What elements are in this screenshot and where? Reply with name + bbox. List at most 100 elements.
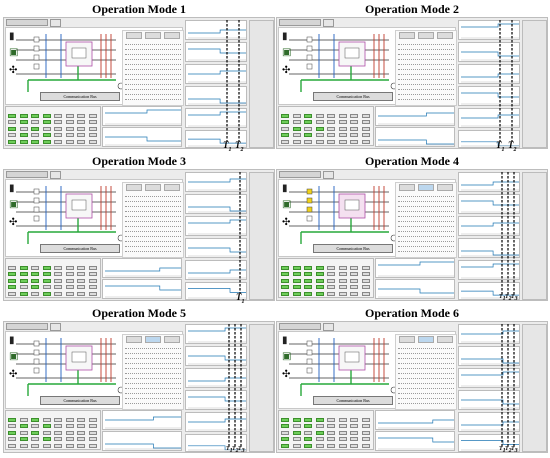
status-cell[interactable] bbox=[304, 437, 312, 442]
status-cell[interactable] bbox=[281, 272, 289, 277]
status-cell[interactable] bbox=[315, 278, 324, 283]
toolbar-button[interactable] bbox=[6, 323, 48, 330]
setting-row[interactable] bbox=[398, 350, 454, 354]
status-cell[interactable] bbox=[315, 126, 324, 131]
status-cell[interactable] bbox=[19, 126, 28, 131]
setting-row[interactable] bbox=[125, 355, 181, 359]
status-cell[interactable] bbox=[292, 424, 301, 429]
status-cell[interactable] bbox=[77, 443, 85, 448]
status-cell[interactable] bbox=[350, 114, 358, 118]
status-cell[interactable] bbox=[327, 266, 335, 270]
control-tab[interactable] bbox=[399, 184, 415, 191]
status-cell[interactable] bbox=[304, 291, 312, 296]
status-cell[interactable] bbox=[19, 120, 28, 125]
status-cell[interactable] bbox=[77, 285, 85, 290]
setting-row[interactable] bbox=[125, 198, 181, 202]
status-cell[interactable] bbox=[361, 272, 370, 277]
breaker-switch[interactable] bbox=[306, 63, 313, 70]
status-cell[interactable] bbox=[327, 443, 335, 448]
setting-row[interactable] bbox=[125, 76, 181, 80]
status-cell[interactable] bbox=[350, 430, 358, 435]
status-cell[interactable] bbox=[338, 120, 347, 125]
status-cell[interactable] bbox=[31, 418, 39, 422]
status-cell[interactable] bbox=[292, 430, 301, 435]
run-button[interactable] bbox=[50, 171, 61, 179]
toolbar-button[interactable] bbox=[279, 19, 321, 26]
status-cell[interactable] bbox=[19, 424, 28, 429]
status-cell[interactable] bbox=[54, 278, 62, 283]
status-cell[interactable] bbox=[77, 120, 85, 125]
status-cell[interactable] bbox=[281, 133, 289, 138]
status-cell[interactable] bbox=[19, 285, 28, 290]
status-cell[interactable] bbox=[327, 285, 335, 290]
status-cell[interactable] bbox=[8, 120, 16, 125]
status-cell[interactable] bbox=[42, 443, 51, 448]
status-cell[interactable] bbox=[315, 120, 324, 125]
status-cell[interactable] bbox=[65, 266, 74, 270]
status-cell[interactable] bbox=[88, 418, 97, 422]
status-cell[interactable] bbox=[338, 266, 347, 270]
setting-row[interactable] bbox=[398, 390, 454, 394]
status-cell[interactable] bbox=[8, 266, 16, 270]
status-cell[interactable] bbox=[361, 418, 370, 422]
setting-row[interactable] bbox=[125, 56, 181, 60]
status-cell[interactable] bbox=[88, 139, 97, 144]
status-cell[interactable] bbox=[292, 272, 301, 277]
status-cell[interactable] bbox=[65, 272, 74, 277]
status-cell[interactable] bbox=[77, 272, 85, 277]
status-cell[interactable] bbox=[65, 443, 74, 448]
status-cell[interactable] bbox=[42, 278, 51, 283]
status-cell[interactable] bbox=[350, 133, 358, 138]
status-cell[interactable] bbox=[31, 133, 39, 138]
status-cell[interactable] bbox=[292, 114, 301, 118]
status-cell[interactable] bbox=[327, 139, 335, 144]
status-cell[interactable] bbox=[19, 266, 28, 270]
status-cell[interactable] bbox=[350, 278, 358, 283]
control-tab[interactable] bbox=[145, 336, 161, 343]
status-cell[interactable] bbox=[65, 114, 74, 118]
status-cell[interactable] bbox=[281, 120, 289, 125]
status-cell[interactable] bbox=[315, 139, 324, 144]
run-button[interactable] bbox=[323, 323, 334, 331]
status-cell[interactable] bbox=[338, 114, 347, 118]
status-cell[interactable] bbox=[281, 114, 289, 118]
status-cell[interactable] bbox=[54, 139, 62, 144]
status-cell[interactable] bbox=[304, 120, 312, 125]
status-cell[interactable] bbox=[19, 430, 28, 435]
setting-row[interactable] bbox=[125, 385, 181, 389]
status-cell[interactable] bbox=[281, 437, 289, 442]
status-cell[interactable] bbox=[338, 133, 347, 138]
status-cell[interactable] bbox=[350, 139, 358, 144]
status-cell[interactable] bbox=[77, 278, 85, 283]
status-cell[interactable] bbox=[281, 126, 289, 131]
status-cell[interactable] bbox=[315, 418, 324, 422]
status-cell[interactable] bbox=[19, 272, 28, 277]
status-cell[interactable] bbox=[54, 114, 62, 118]
status-cell[interactable] bbox=[361, 437, 370, 442]
status-cell[interactable] bbox=[31, 266, 39, 270]
status-cell[interactable] bbox=[77, 418, 85, 422]
setting-row[interactable] bbox=[125, 203, 181, 207]
status-cell[interactable] bbox=[327, 126, 335, 131]
status-cell[interactable] bbox=[304, 139, 312, 144]
status-cell[interactable] bbox=[304, 114, 312, 118]
status-cell[interactable] bbox=[315, 272, 324, 277]
status-cell[interactable] bbox=[42, 126, 51, 131]
breaker-switch[interactable] bbox=[33, 215, 40, 222]
setting-row[interactable] bbox=[398, 365, 454, 369]
status-cell[interactable] bbox=[8, 430, 16, 435]
run-button[interactable] bbox=[50, 19, 61, 27]
status-cell[interactable] bbox=[327, 291, 335, 296]
status-cell[interactable] bbox=[31, 424, 39, 429]
setting-row[interactable] bbox=[398, 395, 454, 399]
status-cell[interactable] bbox=[42, 139, 51, 144]
status-cell[interactable] bbox=[31, 443, 39, 448]
status-cell[interactable] bbox=[19, 133, 28, 138]
setting-row[interactable] bbox=[125, 91, 181, 95]
status-cell[interactable] bbox=[315, 266, 324, 270]
status-cell[interactable] bbox=[338, 424, 347, 429]
status-cell[interactable] bbox=[77, 266, 85, 270]
status-cell[interactable] bbox=[42, 291, 51, 296]
status-cell[interactable] bbox=[31, 291, 39, 296]
setting-row[interactable] bbox=[398, 380, 454, 384]
